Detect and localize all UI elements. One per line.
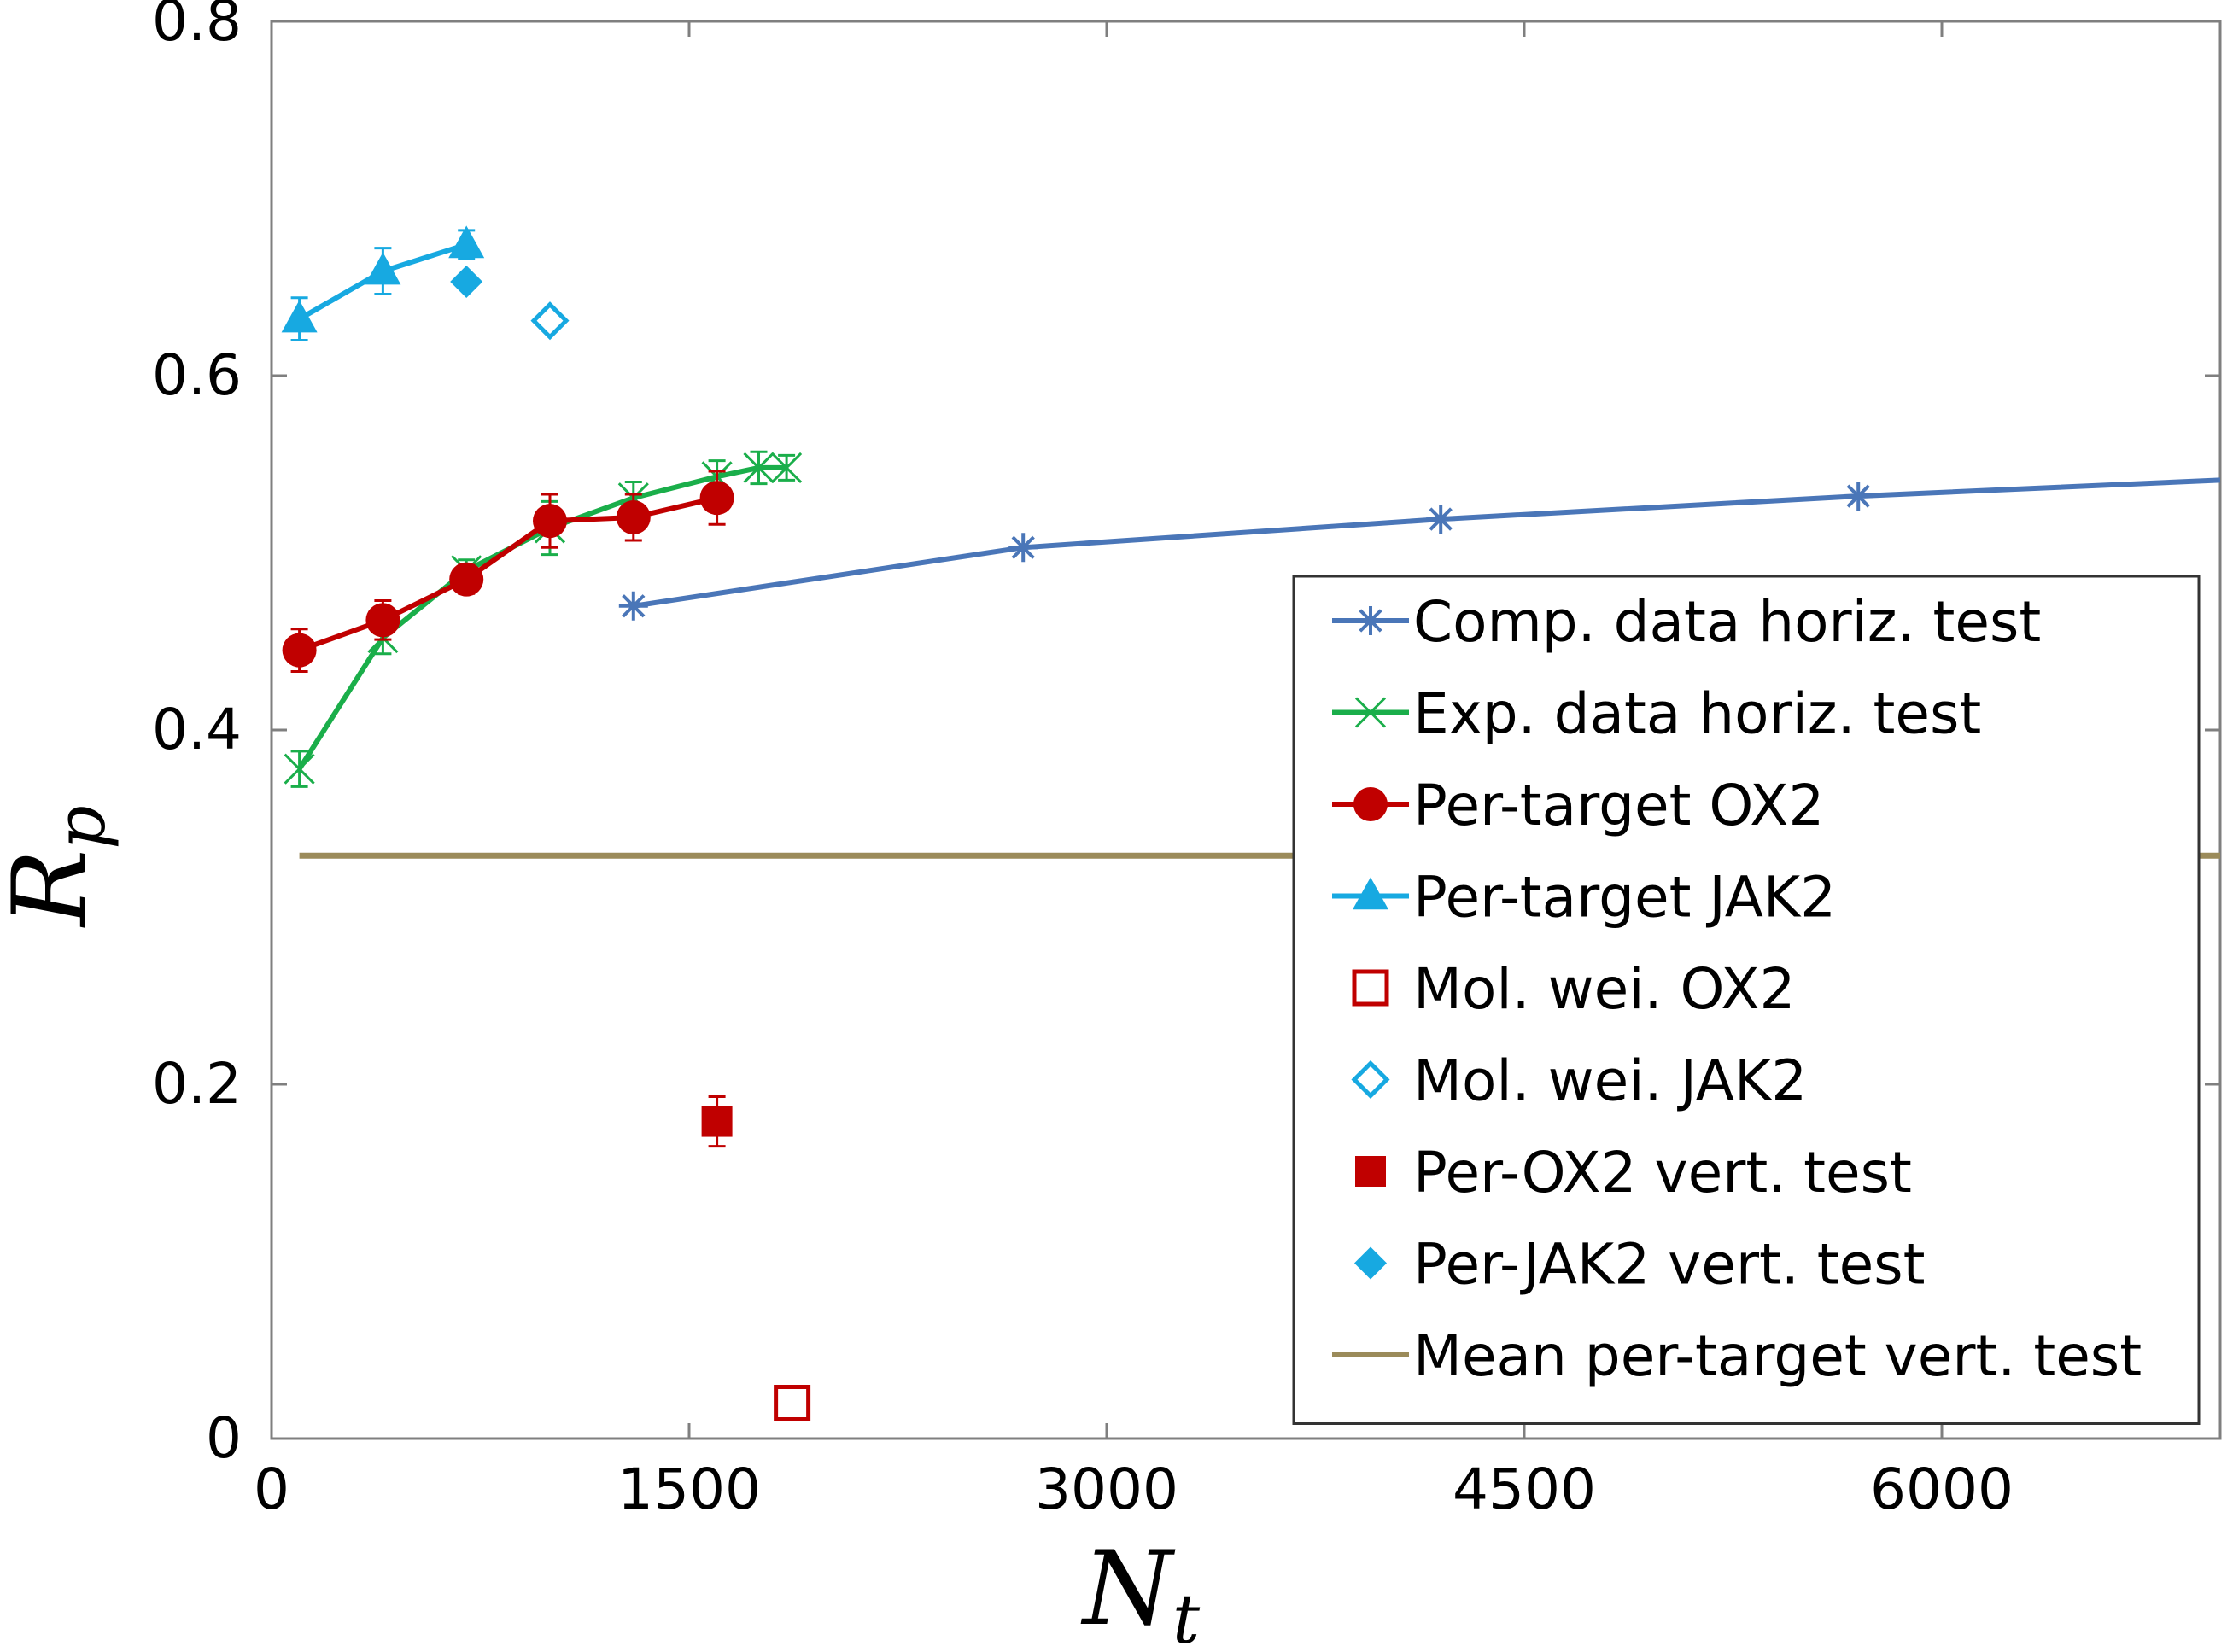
legend-label: Mean per-target vert. test xyxy=(1413,1323,2142,1389)
legend-label: Per-JAK2 vert. test xyxy=(1413,1232,1926,1298)
legend-label: Exp. data horiz. test xyxy=(1413,681,1981,747)
x-tick-label: 1500 xyxy=(617,1456,761,1522)
legend-label: Per-target OX2 xyxy=(1413,773,1824,838)
legend-label: Comp. data horiz. test xyxy=(1413,589,2041,655)
y-tick-label: 0 xyxy=(206,1405,242,1471)
series-per-ox2-vert-test xyxy=(701,1095,733,1148)
series-mol-wei-ox2 xyxy=(774,1385,811,1421)
series-mol-wei-jak2 xyxy=(530,301,570,341)
legend-item-mol-wei-jak2: Mol. wei. JAK2 xyxy=(1351,1048,1807,1114)
data-point xyxy=(365,252,401,285)
data-point xyxy=(699,481,734,516)
data-point xyxy=(530,301,570,341)
legend-item-mean-per-target-vert-test: Mean per-target vert. test xyxy=(1332,1323,2142,1389)
series-per-jak2-vert-test xyxy=(450,266,483,299)
legend-item-per-jak2-vert-test: Per-JAK2 vert. test xyxy=(1354,1232,1926,1298)
legend-item-comp-data-horiz-test: Comp. data horiz. test xyxy=(1332,589,2041,655)
legend-label: Per-OX2 vert. test xyxy=(1413,1140,1912,1205)
data-point xyxy=(450,266,483,299)
legend-marker xyxy=(1354,697,1387,728)
data-point xyxy=(618,591,648,621)
legend-marker xyxy=(1354,1246,1387,1280)
data-point xyxy=(533,504,567,539)
data-point xyxy=(448,225,485,259)
data-point xyxy=(1844,482,1873,511)
data-point xyxy=(449,562,484,597)
series-comp-data-horiz-test xyxy=(618,477,2221,621)
data-point xyxy=(1008,533,1038,563)
y-tick-label: 0.8 xyxy=(152,0,242,54)
legend-label: Mol. wei. JAK2 xyxy=(1413,1048,1807,1114)
data-point xyxy=(616,500,651,534)
data-point xyxy=(365,603,400,638)
legend-item-per-ox2-vert-test: Per-OX2 vert. test xyxy=(1355,1140,1912,1205)
data-point xyxy=(774,1385,811,1421)
data-point xyxy=(284,753,315,785)
axis-ticks: 0 0.2 0.4 0.6 0.8 0 1500 3000 4500 6000 xyxy=(152,0,2220,1522)
series-per-target-jak2 xyxy=(281,225,485,341)
legend-marker xyxy=(1355,1156,1386,1187)
legend-marker xyxy=(1351,1059,1390,1100)
data-point xyxy=(771,452,803,483)
legend-marker xyxy=(1353,877,1388,910)
data-point xyxy=(701,1106,733,1137)
legend-label: Mol. wei. OX2 xyxy=(1413,956,1795,1022)
x-tick-label: 0 xyxy=(254,1456,289,1522)
series-line xyxy=(298,495,718,653)
legend-marker xyxy=(1353,787,1388,821)
legend-marker xyxy=(1352,969,1389,1007)
legend-label: Per-target JAK2 xyxy=(1413,865,1836,931)
y-tick-label: 0.2 xyxy=(152,1051,242,1117)
data-point xyxy=(1426,505,1456,534)
legend-item-mol-wei-ox2: Mol. wei. OX2 xyxy=(1352,956,1795,1022)
x-tick-label: 4500 xyxy=(1453,1456,1596,1522)
data-point xyxy=(282,633,317,668)
data-point xyxy=(281,300,318,333)
x-tick-label: 6000 xyxy=(1870,1456,2014,1522)
y-tick-label: 0.6 xyxy=(152,342,242,408)
legend-item-exp-data-horiz-test: Exp. data horiz. test xyxy=(1332,681,1981,747)
legend-item-per-target-jak2: Per-target JAK2 xyxy=(1332,865,1836,931)
data-point xyxy=(743,452,775,483)
series-layer xyxy=(281,225,2221,1421)
legend: Comp. data horiz. test Exp. data horiz. t… xyxy=(1292,575,2201,1425)
x-axis-title: Nt xyxy=(1080,1530,1201,1652)
y-axis-title: Rp xyxy=(0,805,120,928)
x-tick-label: 3000 xyxy=(1035,1456,1178,1522)
legend-item-per-target-ox2: Per-target OX2 xyxy=(1332,773,1824,838)
y-tick-label: 0.4 xyxy=(152,697,242,762)
legend-box xyxy=(1292,575,2201,1425)
series-per-target-ox2 xyxy=(282,470,734,674)
legend-marker xyxy=(1356,606,1385,635)
